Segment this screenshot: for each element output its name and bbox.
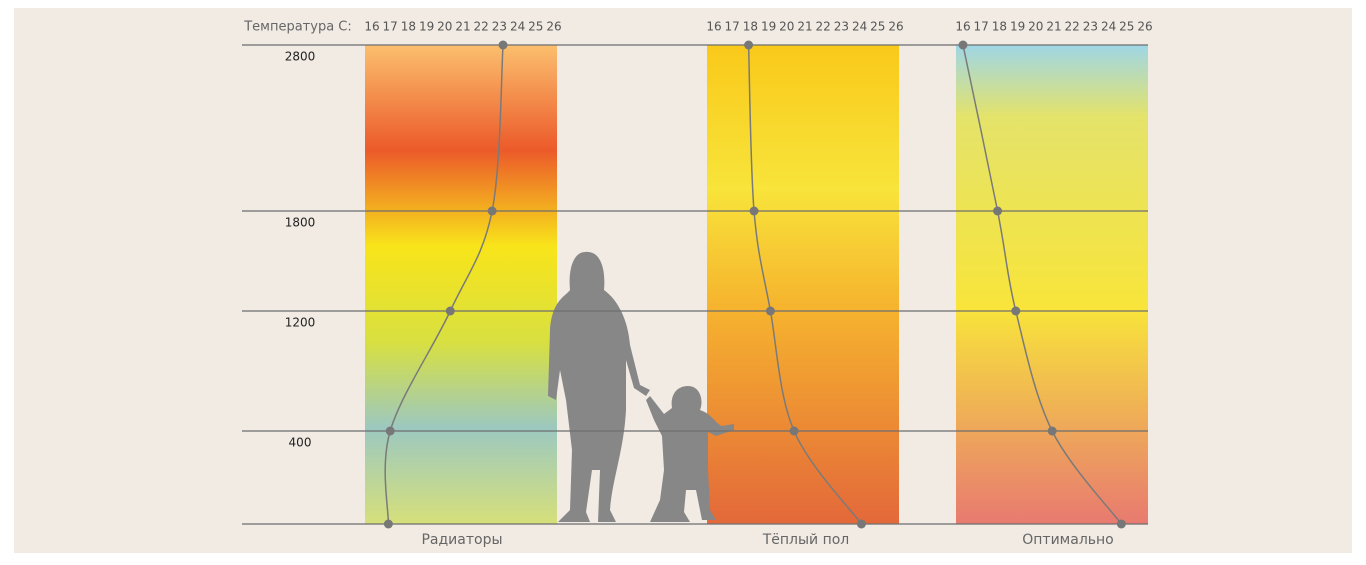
temperature-point	[856, 519, 866, 529]
level-label: 1200	[285, 316, 316, 330]
temperature-tick: 19	[1010, 20, 1025, 34]
temperature-tick: 20	[779, 20, 794, 34]
temperature-tick: 17	[725, 20, 740, 34]
panel-caption: Оптимально	[1022, 532, 1114, 548]
temperature-tick: 26	[888, 20, 903, 34]
temperature-point	[993, 206, 1003, 216]
panel-caption: Тёплый пол	[762, 532, 850, 548]
temperature-point	[445, 306, 455, 316]
temperature-tick: 23	[1083, 20, 1098, 34]
temperature-tick: 21	[1046, 20, 1061, 34]
temperature-point	[1047, 426, 1057, 436]
temperature-tick: 16	[364, 20, 379, 34]
temperature-point	[383, 519, 393, 529]
temperature-tick: 22	[816, 20, 831, 34]
temperature-point	[765, 306, 775, 316]
temperature-tick: 16	[955, 20, 970, 34]
level-label: 1800	[285, 216, 316, 230]
temperature-point	[1011, 306, 1021, 316]
temperature-label: Температура С:	[243, 20, 352, 35]
temperature-tick: 22	[474, 20, 489, 34]
temperature-tick: 18	[401, 20, 416, 34]
temperature-tick: 22	[1065, 20, 1080, 34]
temperature-tick: 18	[743, 20, 758, 34]
temperature-tick: 21	[455, 20, 470, 34]
temperature-tick: 20	[1028, 20, 1043, 34]
temperature-tick: 25	[528, 20, 543, 34]
temperature-point	[789, 426, 799, 436]
temperature-tick: 17	[383, 20, 398, 34]
temperature-tick: 17	[974, 20, 989, 34]
temperature-tick: 19	[419, 20, 434, 34]
temperature-tick: 19	[761, 20, 776, 34]
silhouettes	[548, 251, 734, 522]
temperature-tick: 24	[852, 20, 867, 34]
temperature-tick: 25	[870, 20, 885, 34]
temperature-point	[744, 40, 754, 50]
temperature-point	[749, 206, 759, 216]
gradient-bar	[707, 45, 899, 524]
temperature-tick: 26	[1137, 20, 1152, 34]
temperature-tick: 20	[437, 20, 452, 34]
gradient-bar	[956, 45, 1148, 524]
temperature-tick: 21	[797, 20, 812, 34]
temperature-point	[487, 206, 497, 216]
level-label: 400	[289, 436, 312, 450]
temperature-point	[1116, 519, 1126, 529]
temperature-tick: 18	[992, 20, 1007, 34]
temperature-tick: 23	[834, 20, 849, 34]
level-label: 2800	[285, 50, 316, 64]
temperature-tick: 16	[706, 20, 721, 34]
temperature-tick: 23	[492, 20, 507, 34]
temperature-tick: 25	[1119, 20, 1134, 34]
temperature-point	[498, 40, 508, 50]
temperature-point	[385, 426, 395, 436]
temperature-tick: 26	[546, 20, 561, 34]
temperature-tick: 24	[510, 20, 525, 34]
panel-caption: Радиаторы	[421, 532, 502, 548]
temperature-tick: 24	[1101, 20, 1116, 34]
gradient-bar	[365, 45, 557, 524]
temperature-point	[958, 40, 968, 50]
